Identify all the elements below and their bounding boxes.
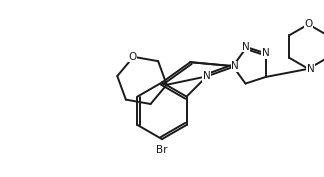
Text: N: N [307, 64, 314, 74]
Text: Br: Br [156, 145, 168, 155]
Text: N: N [231, 61, 239, 71]
Text: O: O [304, 19, 312, 29]
Text: O: O [129, 52, 137, 62]
Text: N: N [242, 42, 249, 52]
Text: N: N [203, 71, 211, 81]
Text: N: N [262, 48, 270, 58]
